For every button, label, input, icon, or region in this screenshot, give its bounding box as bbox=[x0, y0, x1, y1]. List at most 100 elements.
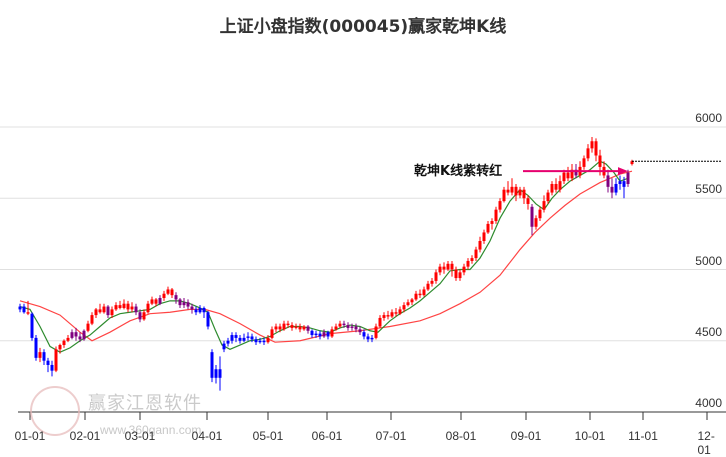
candle-body bbox=[614, 184, 618, 193]
chart-title: 上证小盘指数(000045)赢家乾坤K线 bbox=[219, 17, 507, 37]
candle-body bbox=[102, 306, 106, 313]
candle-body bbox=[210, 352, 214, 378]
candle-body bbox=[506, 189, 510, 193]
candle-body bbox=[374, 326, 378, 338]
candle-body bbox=[310, 330, 314, 336]
candle-body bbox=[478, 241, 482, 250]
y-tick-label: 6000 bbox=[695, 111, 722, 125]
candle-body bbox=[318, 333, 322, 337]
candle-body bbox=[526, 198, 530, 204]
y-tick-label: 5500 bbox=[695, 182, 722, 197]
x-tick-label: 04-01 bbox=[191, 429, 223, 443]
candle-body bbox=[394, 312, 398, 314]
candle-body bbox=[414, 293, 418, 300]
x-tick-label: 06-01 bbox=[311, 429, 343, 443]
candle-body bbox=[490, 221, 494, 224]
moving-average-line bbox=[19, 160, 629, 353]
candle-body bbox=[266, 337, 270, 343]
candle-body bbox=[498, 201, 502, 210]
candle-body bbox=[174, 295, 178, 300]
candle-body bbox=[362, 332, 366, 337]
candle-body bbox=[402, 305, 406, 310]
candle-body bbox=[202, 307, 206, 313]
candle-body bbox=[218, 369, 222, 378]
candle-body bbox=[626, 172, 630, 184]
candle-body bbox=[162, 293, 166, 298]
candle-body bbox=[554, 184, 558, 190]
candle-body bbox=[426, 283, 430, 290]
candle-body bbox=[290, 325, 294, 328]
candle-body bbox=[194, 309, 198, 313]
x-tick-label: 07-01 bbox=[375, 429, 407, 443]
candle-body bbox=[570, 169, 574, 179]
candle-body bbox=[198, 307, 202, 313]
candle-body bbox=[434, 272, 438, 281]
candle-body bbox=[246, 336, 250, 338]
candle-body bbox=[330, 329, 334, 337]
candle-body bbox=[542, 201, 546, 210]
candle-body bbox=[298, 326, 302, 330]
candle-body bbox=[274, 326, 278, 330]
candle-body bbox=[494, 209, 498, 222]
candle-body bbox=[458, 272, 462, 279]
candle-body bbox=[234, 335, 238, 338]
candle-body bbox=[134, 306, 138, 313]
candle-body bbox=[154, 299, 158, 304]
candle-body bbox=[78, 336, 82, 340]
candle-body bbox=[82, 330, 86, 340]
candle-body bbox=[278, 326, 282, 330]
candle-body bbox=[30, 313, 34, 338]
candle-body bbox=[46, 360, 50, 365]
candle-body bbox=[462, 266, 466, 273]
candle-body bbox=[518, 189, 522, 196]
x-tick-label: 10-01 bbox=[574, 429, 606, 443]
candle-body bbox=[26, 312, 30, 314]
candle-body bbox=[34, 337, 38, 358]
candle-body bbox=[350, 326, 354, 328]
candle-body bbox=[214, 369, 218, 378]
candle-body bbox=[438, 266, 442, 273]
candle-body bbox=[622, 181, 626, 187]
candle-body bbox=[182, 302, 186, 306]
watermark-url: www.360gann.com bbox=[100, 423, 202, 437]
y-tick-label: 4500 bbox=[695, 324, 722, 339]
candle-body bbox=[150, 299, 154, 304]
candle-body bbox=[106, 306, 110, 316]
candle-body bbox=[146, 303, 150, 313]
candle-body bbox=[606, 175, 610, 187]
candle-body bbox=[454, 269, 458, 279]
x-tick-label: 01-01 bbox=[14, 429, 46, 443]
candle-body bbox=[114, 305, 118, 310]
candle-body bbox=[110, 309, 114, 316]
candle-body bbox=[258, 340, 262, 343]
candle-body bbox=[270, 329, 274, 338]
candle-body bbox=[178, 299, 182, 306]
candle-body bbox=[222, 343, 226, 350]
candle-body bbox=[338, 323, 342, 327]
candle-body bbox=[422, 289, 426, 296]
candle-body bbox=[594, 141, 598, 156]
watermark-name: 赢家江恩软件 bbox=[88, 393, 202, 414]
candle-body bbox=[166, 289, 170, 294]
candle-body bbox=[98, 309, 102, 313]
candle-body bbox=[62, 340, 66, 346]
candle-body bbox=[122, 303, 126, 308]
candle-body bbox=[250, 336, 254, 340]
candle-body bbox=[442, 266, 446, 270]
x-tick-label: 05-01 bbox=[252, 429, 284, 443]
candle-body bbox=[382, 315, 386, 318]
candle-body bbox=[586, 148, 590, 159]
candle-body bbox=[190, 306, 194, 310]
candle-body bbox=[598, 155, 602, 167]
candle-body bbox=[630, 161, 634, 165]
x-tick-label: 02-01 bbox=[69, 429, 101, 443]
candle-body bbox=[566, 172, 570, 179]
candle-body bbox=[38, 352, 42, 358]
candle-body bbox=[390, 312, 394, 317]
candle-body bbox=[522, 189, 526, 199]
candle-body bbox=[370, 337, 374, 340]
x-tick-label: 09-01 bbox=[510, 429, 542, 443]
candle-body bbox=[474, 249, 478, 259]
candle-body bbox=[118, 305, 122, 308]
candle-body bbox=[262, 340, 266, 343]
